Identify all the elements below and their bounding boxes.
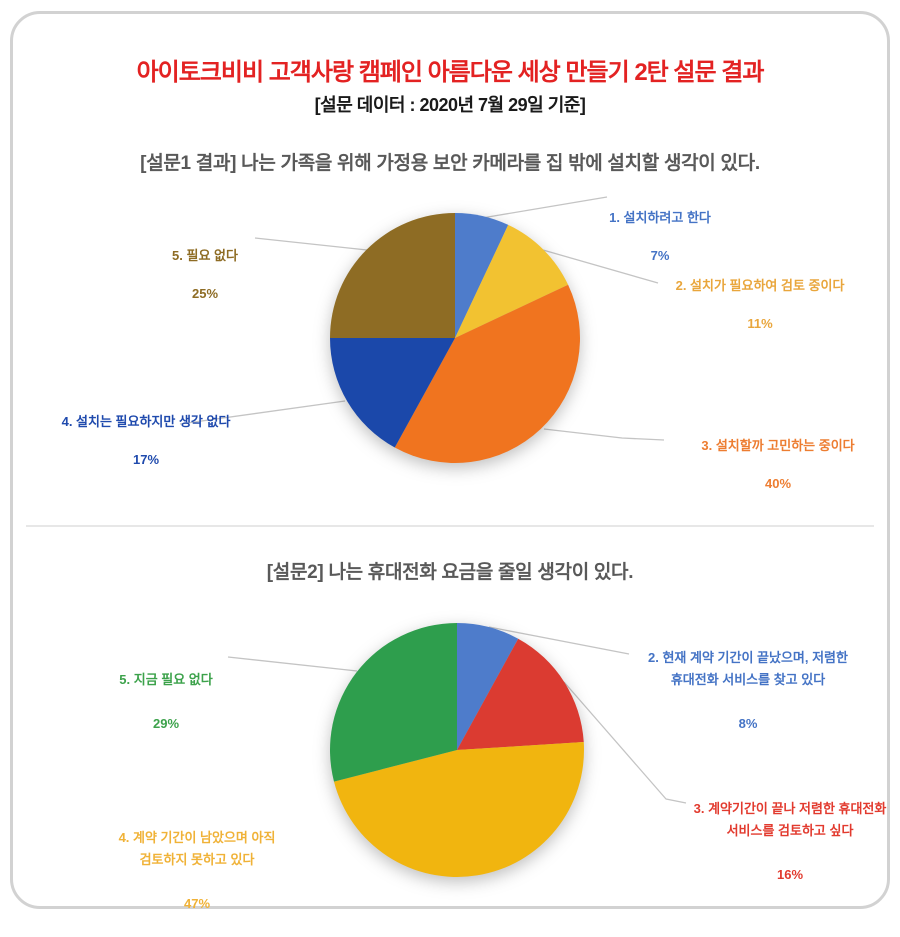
survey2-label-4: 4. 계약 기간이 남았으며 아직 검토하지 못하고 있다 47%: [37, 805, 357, 937]
page-title: 아이토크비비 고객사랑 캠페인 아름다운 세상 만들기 2탄 설문 결과: [136, 59, 765, 86]
survey1-label-1: 1. 설치하려고 한다 7%: [500, 189, 820, 284]
label-percent: 40%: [764, 476, 792, 491]
label-percent: 17%: [132, 452, 160, 467]
survey1-label-3: 3. 설치할까 고민하는 중이다 40%: [618, 417, 900, 512]
label-text: 2. 현재 계약 기간이 끝났으며, 저렴한 휴대전화 서비스를 찾고 있다: [648, 650, 848, 687]
page-subtitle: [설문 데이터 : 2020년 7월 29일 기준]: [314, 95, 586, 115]
label-percent: 25%: [191, 286, 219, 301]
label-percent: 11%: [747, 316, 773, 331]
label-percent: 16%: [776, 867, 804, 882]
label-text: 3. 계약기간이 끝나 저렴한 휴대전화 서비스를 검토하고 싶다: [693, 801, 887, 838]
survey1-label-5: 5. 필요 없다 25%: [45, 227, 365, 322]
survey1-label-4: 4. 설치는 필요하지만 생각 없다 17%: [0, 393, 306, 488]
page-border-frame: [10, 11, 890, 909]
label-percent: 8%: [738, 716, 758, 731]
label-text: 1. 설치하려고 한다: [609, 210, 711, 225]
survey2-label-3: 3. 계약기간이 끝나 저렴한 휴대전화 서비스를 검토하고 싶다 16%: [630, 776, 900, 908]
label-percent: 47%: [183, 896, 211, 911]
survey2-label-2: 2. 현재 계약 기간이 끝났으며, 저렴한 휴대전화 서비스를 찾고 있다 8…: [588, 625, 900, 757]
label-percent: 7%: [650, 248, 670, 263]
label-text: 3. 설치할까 고민하는 중이다: [701, 438, 855, 453]
section-divider: [26, 525, 874, 527]
label-text: 5. 지금 필요 없다: [119, 672, 213, 687]
survey1-title: [설문1 결과] 나는 가족을 위해 가정용 보안 카메라를 집 밖에 설치할 …: [140, 153, 760, 174]
survey2-label-5: 5. 지금 필요 없다 29%: [6, 647, 326, 757]
survey2-title: [설문2] 나는 휴대전화 요금을 줄일 생각이 있다.: [266, 562, 634, 583]
survey1-label-2: 2. 설치가 필요하여 검토 중이다 11%: [600, 257, 900, 352]
label-text: 2. 설치가 필요하여 검토 중이다: [675, 278, 845, 293]
label-text: 5. 필요 없다: [172, 248, 238, 263]
label-text: 4. 계약 기간이 남았으며 아직 검토하지 못하고 있다: [118, 830, 276, 867]
label-percent: 29%: [152, 716, 180, 731]
label-text: 4. 설치는 필요하지만 생각 없다: [61, 414, 231, 429]
